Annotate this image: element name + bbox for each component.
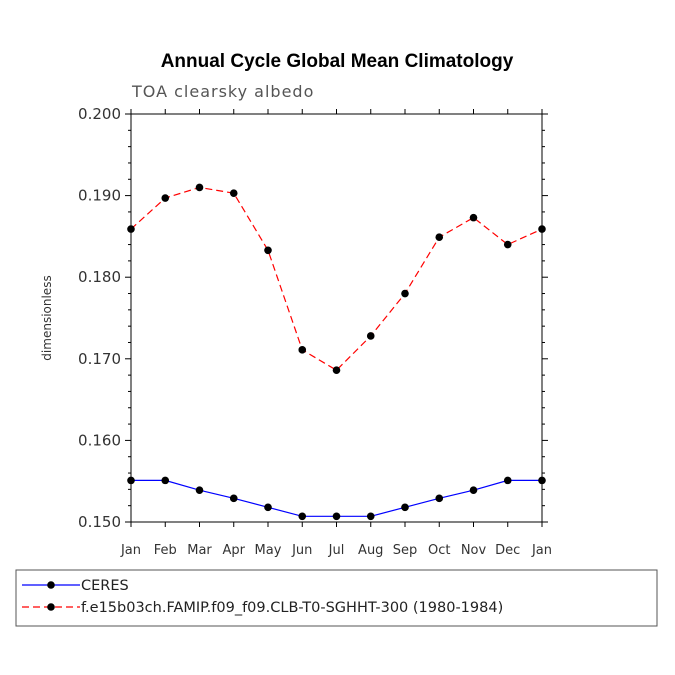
- series-line-1: [130, 186, 543, 371]
- series-line-0: [131, 479, 542, 517]
- x-tick-label: Jan: [120, 543, 141, 558]
- y-axis-label: dimensionless: [40, 275, 54, 360]
- legend-label-0: CERES: [81, 578, 129, 594]
- x-tick-label: Aug: [358, 543, 383, 558]
- plot-frame: [130, 113, 543, 523]
- series-1-point: [435, 233, 444, 242]
- series-1-point: [469, 213, 478, 222]
- series-1-point: [229, 189, 238, 197]
- series-1-point: [298, 346, 307, 354]
- x-tick-label: Apr: [223, 543, 246, 558]
- x-tick-label: Oct: [428, 543, 450, 558]
- series-1-point: [161, 194, 170, 202]
- series-0-point: [366, 512, 375, 521]
- series-0-point: [264, 503, 272, 512]
- chart-title: Annual Cycle Global Mean Climatology: [161, 51, 514, 72]
- series-1-point: [401, 289, 409, 298]
- x-tick-label: Dec: [495, 543, 520, 558]
- chart-subtitle: TOA clearsky albedo: [131, 82, 314, 101]
- x-tick-label: Jul: [328, 543, 345, 558]
- series-0-point: [435, 494, 444, 503]
- series-0-point: [401, 503, 409, 512]
- series-0-point: [503, 476, 512, 485]
- legend: CERES f.e15b03ch.FAMIP.f09_f09.CLB-T0-SGH…: [15, 569, 658, 627]
- series-1-point: [195, 183, 204, 192]
- series-0-point: [332, 512, 341, 521]
- x-ticks: Jan Feb Mar Apr May Jun Jul Aug Sep Oct Nov Dec Jan: [120, 109, 552, 558]
- x-tick-label: Mar: [187, 543, 212, 558]
- y-tick-label: 0.160: [78, 431, 121, 449]
- series-1-point: [503, 240, 512, 249]
- y-tick-label: 0.180: [78, 268, 121, 286]
- y-tick-label: 0.200: [78, 105, 121, 123]
- series-0-point: [229, 494, 238, 503]
- x-tick-label: Jan: [531, 543, 552, 558]
- legend-box: [15, 569, 658, 627]
- y-tick-label: 0.150: [78, 513, 121, 531]
- y-tick-label: 0.190: [78, 187, 121, 205]
- series-1-point: [538, 225, 546, 233]
- x-tick-label: May: [255, 543, 282, 558]
- series-1-point: [366, 332, 375, 340]
- series-0-point: [195, 486, 204, 494]
- series-0-point: [161, 476, 170, 485]
- x-tick-label: Sep: [393, 543, 418, 558]
- legend-label-1: f.e15b03ch.FAMIP.f09_f09.CLB-T0-SGHHT-30…: [81, 600, 503, 616]
- y-tick-label: 0.170: [78, 350, 121, 368]
- y-ticks: 0.150 0.160 0.170 0.180 0.190 0.200: [78, 105, 548, 531]
- series-group: [127, 183, 546, 521]
- series-0-point: [127, 476, 135, 485]
- series-1-point: [264, 246, 272, 255]
- series-0-point: [538, 476, 546, 485]
- series-0-point: [298, 512, 307, 521]
- series-1-point: [127, 225, 135, 233]
- series-0-point: [469, 486, 478, 494]
- x-tick-label: Feb: [154, 543, 177, 558]
- series-1-point: [332, 366, 341, 375]
- x-tick-label: Nov: [461, 543, 487, 558]
- legend-marker-1: [47, 603, 55, 611]
- legend-marker-0: [47, 581, 55, 589]
- x-tick-label: Jun: [291, 543, 312, 558]
